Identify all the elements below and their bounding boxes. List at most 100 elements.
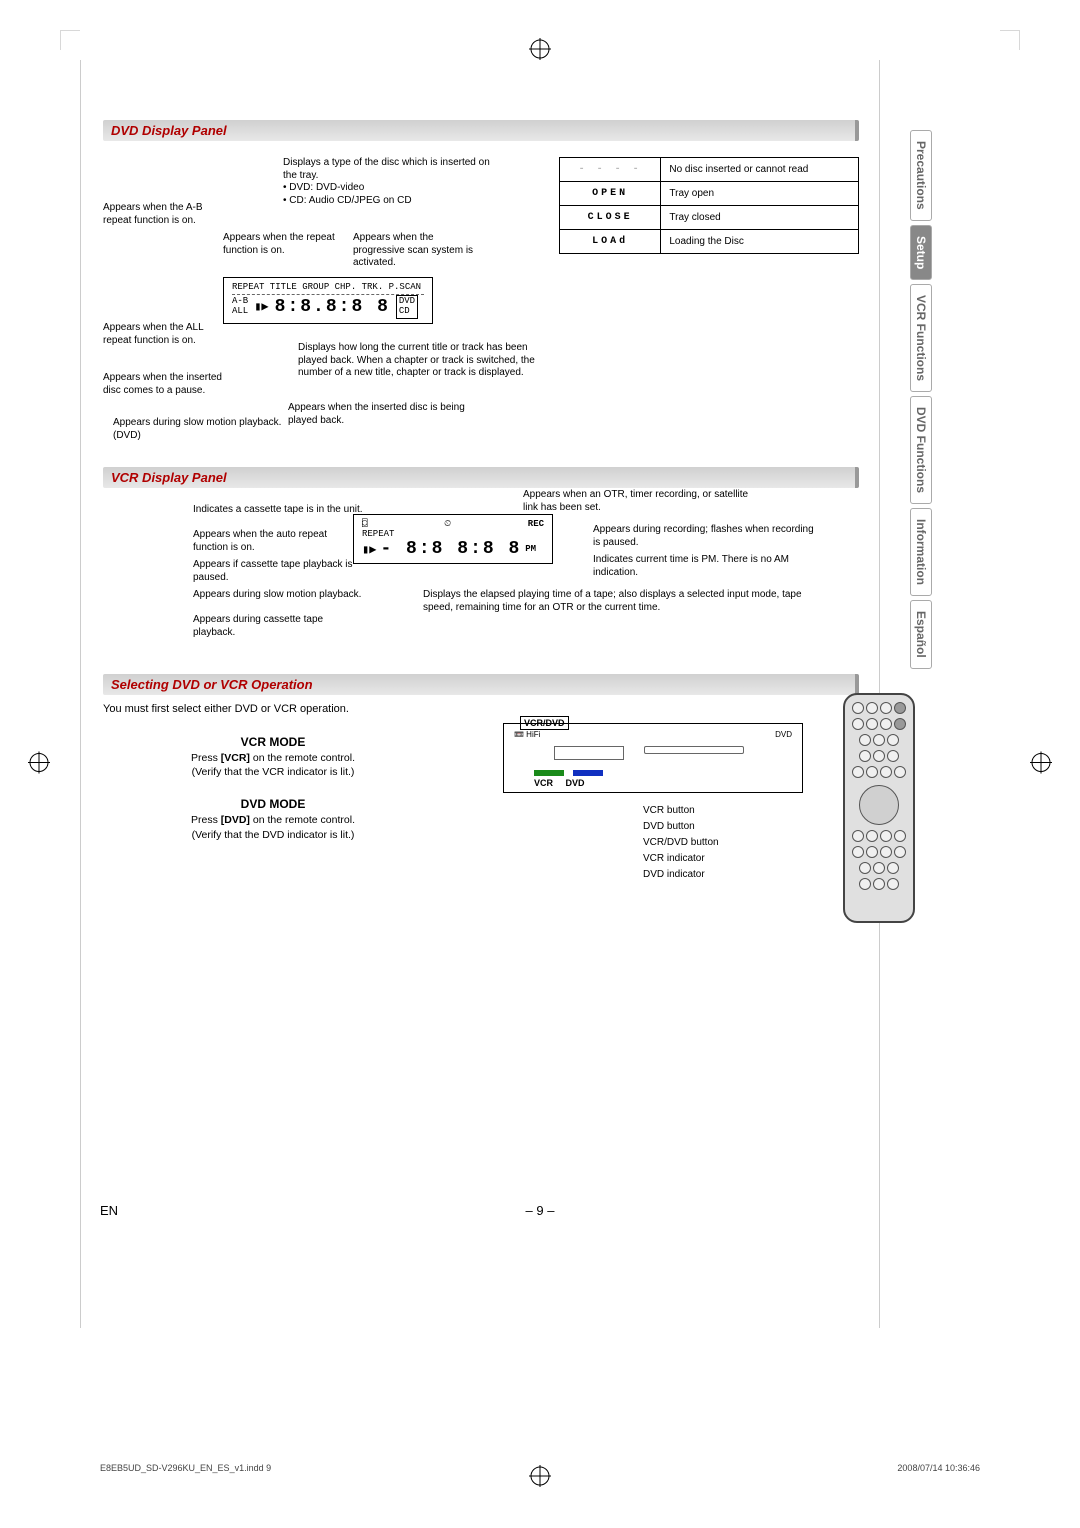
crop-mark-icon xyxy=(1000,30,1020,50)
table-row: LOAdLoading the Disc xyxy=(560,230,859,254)
vcrdvd-button[interactable]: VCR/DVD xyxy=(520,716,569,730)
tab-espanol[interactable]: Español xyxy=(910,600,932,669)
pause-play-icon: ▮▶ xyxy=(362,542,376,557)
footer-page: – 9 – xyxy=(526,1203,555,1218)
callout-vcrdvd-button: VCR/DVD button xyxy=(643,837,719,848)
callout-vcr-button: VCR button xyxy=(643,805,695,816)
remote-button[interactable] xyxy=(887,878,899,890)
remote-nav-pad[interactable] xyxy=(859,785,899,825)
pause-play-icon: ▮▶ xyxy=(254,299,268,314)
remote-button[interactable] xyxy=(873,750,885,762)
remote-button[interactable] xyxy=(866,718,878,730)
tab-vcr-functions[interactable]: VCR Functions xyxy=(910,284,932,392)
remote-button[interactable] xyxy=(852,766,864,778)
remote-button[interactable] xyxy=(880,702,892,714)
remote-button[interactable] xyxy=(859,750,871,762)
callout-all-repeat: Appears when the ALL repeat function is … xyxy=(103,322,218,347)
dvd-display-box: REPEAT TITLE GROUP CHP. TRK. P.SCAN A-BA… xyxy=(223,277,433,324)
remote-button[interactable] xyxy=(852,718,864,730)
side-nav: Precautions Setup VCR Functions DVD Func… xyxy=(910,130,940,673)
remote-button[interactable] xyxy=(887,862,899,874)
vcr-indicator-icon xyxy=(534,770,564,776)
tab-dvd-functions[interactable]: DVD Functions xyxy=(910,396,932,504)
status-seg: OPEN xyxy=(560,182,661,206)
status-desc: Tray open xyxy=(661,182,859,206)
pm-label: PM xyxy=(525,544,536,554)
remote-button[interactable] xyxy=(859,862,871,874)
remote-button[interactable] xyxy=(873,878,885,890)
table-row: CLOSETray closed xyxy=(560,206,859,230)
remote-button[interactable] xyxy=(852,846,864,858)
device-diagram: 📼 HiFi DVD VCR/DVD VCR DVD VCR button DV… xyxy=(503,723,803,793)
remote-button[interactable] xyxy=(852,830,864,842)
section-heading-vcr: VCR Display Panel xyxy=(103,467,859,488)
status-seg: LOAd xyxy=(560,230,661,254)
repeat-label: REPEAT xyxy=(362,529,544,539)
table-row: - - - -No disc inserted or cannot read xyxy=(560,158,859,182)
tab-precautions[interactable]: Precautions xyxy=(910,130,932,221)
remote-button[interactable] xyxy=(859,734,871,746)
remote-button[interactable] xyxy=(894,830,906,842)
tab-setup[interactable]: Setup xyxy=(910,225,932,280)
callout-vcr-slowmo: Appears during slow motion playback. xyxy=(193,589,363,602)
remote-button[interactable] xyxy=(894,846,906,858)
remote-button[interactable] xyxy=(873,862,885,874)
callout-dvd-indicator: DVD indicator xyxy=(643,869,705,880)
remote-control-diagram xyxy=(843,693,915,923)
dvd-display-leftcol: A-BALL xyxy=(232,297,248,317)
remote-button[interactable] xyxy=(887,750,899,762)
remote-button[interactable] xyxy=(852,702,864,714)
dvd-display-toprow: REPEAT TITLE GROUP CHP. TRK. P.SCAN xyxy=(232,282,424,295)
remote-button[interactable] xyxy=(873,734,885,746)
status-desc: Tray closed xyxy=(661,206,859,230)
footer-timestamp: 2008/07/14 10:36:46 xyxy=(897,1463,980,1473)
callout-elapsed: Displays how long the current title or t… xyxy=(298,342,548,380)
callout-autorepeat: Appears when the auto repeat function is… xyxy=(193,529,363,554)
remote-button[interactable] xyxy=(894,766,906,778)
page-footer: EN – 9 – xyxy=(100,1203,980,1218)
dvd-mode-heading: DVD MODE xyxy=(103,797,443,811)
callout-otr: Appears when an OTR, timer recording, or… xyxy=(523,489,753,514)
vcr-display-diagram: Indicates a cassette tape is in the unit… xyxy=(103,494,859,674)
remote-button[interactable] xyxy=(866,766,878,778)
remote-button[interactable] xyxy=(880,766,892,778)
callout-dvd-button: DVD button xyxy=(643,821,695,832)
footer-file: E8EB5UD_SD-V296KU_EN_ES_v1.indd 9 xyxy=(100,1463,271,1473)
remote-button[interactable] xyxy=(880,846,892,858)
mode-column: VCR MODE Press [VCR] on the remote contr… xyxy=(103,727,443,842)
timer-icon: ⏲ xyxy=(444,519,451,529)
vcr-mode-line2: (Verify that the VCR indicator is lit.) xyxy=(103,765,443,779)
remote-button[interactable] xyxy=(866,846,878,858)
remote-button[interactable] xyxy=(866,702,878,714)
tab-information[interactable]: Information xyxy=(910,508,932,596)
remote-button[interactable] xyxy=(866,830,878,842)
select-operation-block: You must first select either DVD or VCR … xyxy=(103,703,859,983)
dvd-mode-line1: Press [DVD] on the remote control. xyxy=(103,813,443,827)
remote-button[interactable] xyxy=(859,878,871,890)
dvd-display-right: DVDCD xyxy=(396,295,418,319)
callout-pm: Indicates current time is PM. There is n… xyxy=(593,554,823,579)
remote-dvd-button[interactable] xyxy=(894,702,906,714)
remote-button[interactable] xyxy=(887,734,899,746)
remote-button[interactable] xyxy=(880,718,892,730)
print-footer: E8EB5UD_SD-V296KU_EN_ES_v1.indd 9 2008/0… xyxy=(100,1463,980,1473)
vcr-label: VCR xyxy=(534,778,553,788)
status-seg: - - - - xyxy=(560,158,661,182)
device-front-panel: 📼 HiFi DVD VCR/DVD VCR DVD xyxy=(503,723,803,793)
dvd-status-table: - - - -No disc inserted or cannot read O… xyxy=(559,157,859,254)
vcr-mode-heading: VCR MODE xyxy=(103,735,443,749)
remote-vcr-button[interactable] xyxy=(894,718,906,730)
dvd-label: DVD xyxy=(566,778,585,788)
section-heading-dvd: DVD Display Panel xyxy=(103,120,859,141)
status-seg: CLOSE xyxy=(560,206,661,230)
callout-ab-repeat: Appears when the A-B repeat function is … xyxy=(103,202,223,227)
reg-mark-icon xyxy=(28,752,50,777)
dvd-display-main: 8:8.8:8 8 xyxy=(275,297,390,317)
table-row: OPENTray open xyxy=(560,182,859,206)
callout-playback: Appears when the inserted disc is being … xyxy=(288,402,488,427)
remote-button[interactable] xyxy=(880,830,892,842)
vcr-display-box: ⌼ ⏲ REC REPEAT ▮▶ - 8:8 8:8 8 PM xyxy=(353,514,553,564)
callout-pause: Appears when the inserted disc comes to … xyxy=(103,372,233,397)
rec-label: REC xyxy=(528,519,544,529)
callout-cassette-pause: Appears if cassette tape playback is pau… xyxy=(193,559,363,584)
